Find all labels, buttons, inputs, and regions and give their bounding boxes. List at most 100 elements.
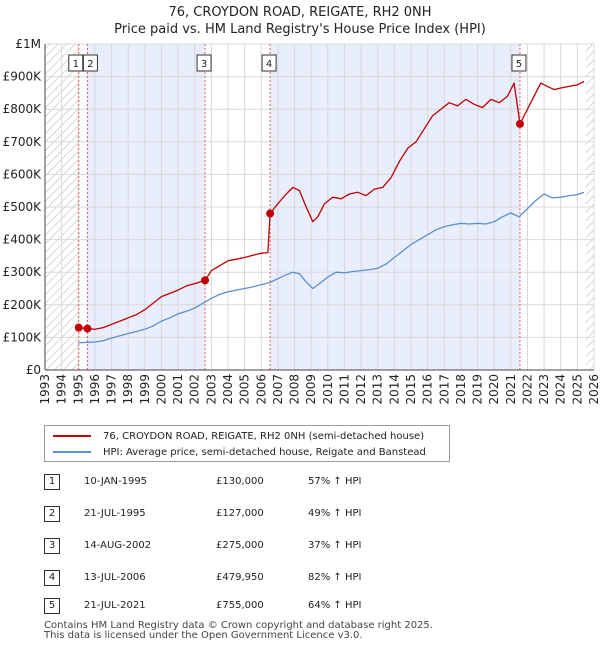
sale-number-badge: 2 [44,506,60,522]
x-tick-label: 2014 [387,374,401,405]
sale-hpi-change: 64% ↑ HPI [308,600,362,611]
sale-hpi-change: 57% ↑ HPI [308,476,362,487]
x-tick-label: 2010 [321,374,335,405]
y-tick-label: £600K [3,167,43,181]
y-tick-label: £700K [3,135,43,149]
hpi-series-line [78,191,585,344]
x-tick-label: 2018 [454,374,468,405]
sale-row: 4 13-JUL-2006 £479,950 82% ↑ HPI [44,570,464,586]
sale-point [201,276,210,285]
x-tick-label: 2015 [404,374,418,405]
chart-title: 76, CROYDON ROAD, REIGATE, RH2 0NH Price… [0,4,600,38]
legend-item-hpi: HPI: Average price, semi-detached house,… [53,445,426,459]
legend-label-property: 76, CROYDON ROAD, REIGATE, RH2 0NH (semi… [103,430,425,442]
x-tick-label: 2021 [504,374,518,405]
y-tick-label: £0 [26,363,41,377]
legend-label-hpi: HPI: Average price, semi-detached house,… [103,446,426,458]
x-tick-label: 2000 [154,374,168,405]
chart-title-line1: 76, CROYDON ROAD, REIGATE, RH2 0NH [168,5,432,20]
sale-price: £130,000 [216,476,264,487]
x-tick-label: 1995 [71,374,85,405]
sale-marker-label: 5 [516,59,522,70]
footer: Contains HM Land Registry data © Crown c… [44,621,433,641]
footer-copyright: Contains HM Land Registry data © Crown c… [44,620,433,631]
sale-date: 21-JUL-2021 [84,600,146,611]
x-tick-label: 1998 [121,374,135,405]
x-tick-label: 2005 [238,374,252,405]
x-tick-label: 2025 [570,374,584,405]
y-tick-label: £800K [3,102,43,116]
sale-point [83,324,92,333]
property-series-line [78,80,585,330]
sale-marker-box [68,54,84,72]
x-tick-label: 1996 [88,374,102,405]
legend: 76, CROYDON ROAD, REIGATE, RH2 0NH (semi… [44,425,450,462]
sale-price: £755,000 [216,600,264,611]
x-tick-label: 2022 [520,374,534,405]
legend-swatch-hpi [53,451,91,453]
sale-marker-box [196,54,212,72]
y-tick-label: £1M [15,37,41,51]
y-tick-label: £300K [3,265,43,279]
x-tick-label: 2008 [288,374,302,405]
x-tick-label: 2001 [171,374,185,405]
sale-price: £275,000 [216,540,264,551]
x-tick-label: 2017 [437,374,451,405]
sale-number-badge: 4 [44,570,60,586]
sale-point [266,209,275,218]
sale-price: £479,950 [216,572,264,583]
x-tick-label: 2024 [554,374,568,405]
sale-price: £127,000 [216,508,264,519]
sale-row: 2 21-JUL-1995 £127,000 49% ↑ HPI [44,506,464,522]
sale-number-badge: 3 [44,538,60,554]
footer-licence: This data is licensed under the Open Gov… [44,630,363,641]
sale-point [515,119,524,128]
x-tick-label: 2007 [271,374,285,405]
x-tick-label: 2012 [354,374,368,405]
legend-item-property: 76, CROYDON ROAD, REIGATE, RH2 0NH (semi… [53,429,424,443]
y-tick-label: £900K [3,70,43,84]
x-tick-label: 1994 [55,374,69,405]
sale-marker-label: 3 [201,59,207,70]
sale-hpi-change: 37% ↑ HPI [308,540,362,551]
x-tick-label: 2019 [471,374,485,405]
x-tick-label: 2004 [221,374,235,405]
sale-number-badge: 1 [44,474,60,490]
x-tick-label: 2013 [371,374,385,405]
x-tick-label: 2023 [537,374,551,405]
legend-swatch-property [53,435,91,437]
sale-row: 3 14-AUG-2002 £275,000 37% ↑ HPI [44,538,464,554]
sale-number-badge: 5 [44,598,60,614]
x-tick-label: 2006 [254,374,268,405]
x-tick-label: 2011 [337,374,351,405]
x-tick-label: 2002 [188,374,202,405]
sale-marker-box [261,54,277,72]
y-tick-label: £100K [3,330,43,344]
sale-point [74,323,83,332]
sale-marker-label: 2 [87,59,93,70]
y-tick-label: £400K [3,233,43,247]
x-tick-label: 2003 [204,374,218,405]
y-tick-label: £200K [3,298,43,312]
sale-marker-label: 1 [73,59,79,70]
sale-marker-box [511,54,527,72]
x-tick-label: 2009 [304,374,318,405]
x-tick-label: 1997 [105,374,119,405]
sale-hpi-change: 82% ↑ HPI [308,572,362,583]
x-tick-label: 1993 [38,374,52,405]
chart-title-line2: Price paid vs. HM Land Registry's House … [114,22,486,37]
y-tick-label: £500K [3,200,43,214]
sale-date: 14-AUG-2002 [84,540,152,551]
sale-date: 21-JUL-1995 [84,508,146,519]
x-tick-label: 2016 [421,374,435,405]
sale-date: 10-JAN-1995 [84,476,148,487]
x-tick-label: 2020 [487,374,501,405]
sale-marker-box [82,54,98,72]
sale-date: 13-JUL-2006 [84,572,146,583]
sale-row: 5 21-JUL-2021 £755,000 64% ↑ HPI [44,598,464,614]
sale-marker-label: 4 [266,59,272,70]
sale-row: 1 10-JAN-1995 £130,000 57% ↑ HPI [44,474,464,490]
x-tick-label: 2026 [587,374,600,405]
sale-hpi-change: 49% ↑ HPI [308,508,362,519]
